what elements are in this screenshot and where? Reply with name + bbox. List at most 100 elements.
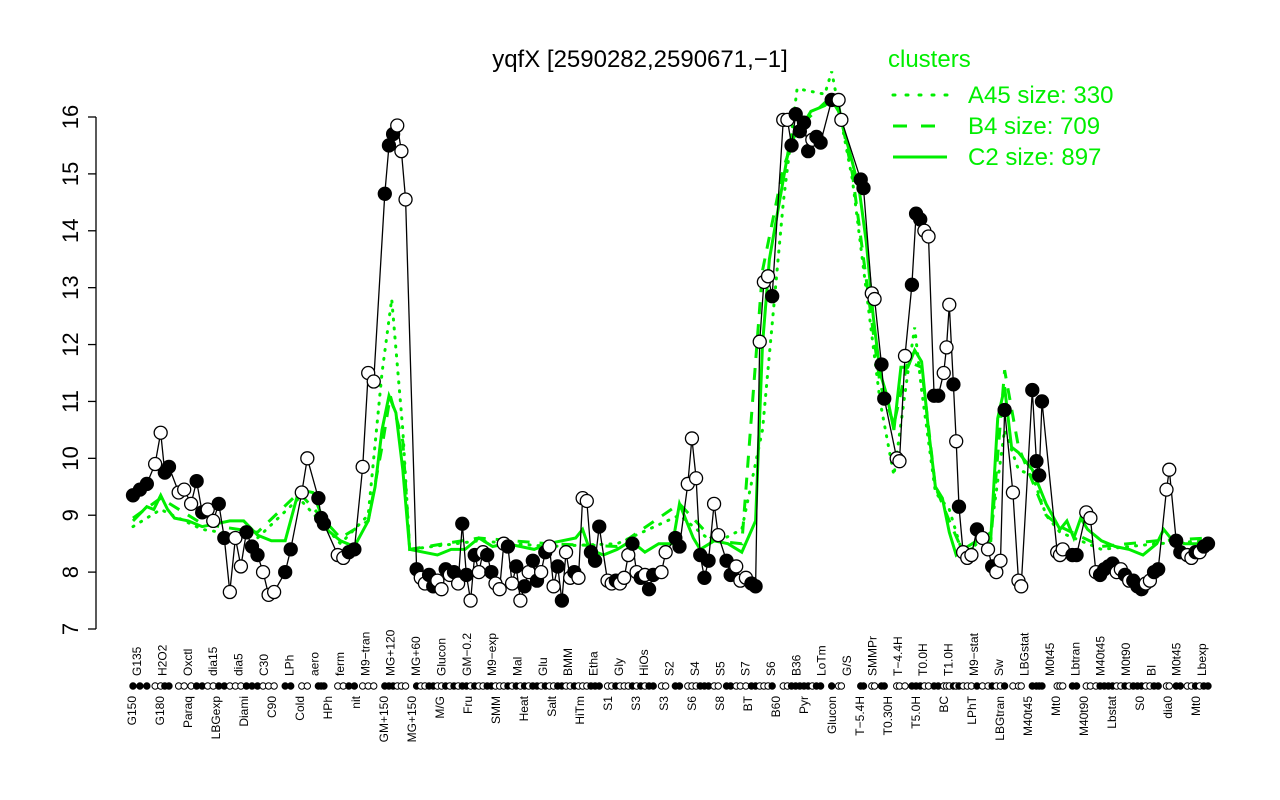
data-point [471,564,487,580]
data-point [366,374,381,389]
data-point [641,582,657,597]
legend-title: clusters [888,46,971,73]
condition-label: Heat [517,695,531,721]
condition-label: dia5 [232,653,246,676]
condition-label: Mal [510,657,524,676]
data-point [571,570,586,585]
condition-label: G/S [840,655,854,676]
axis-marker [870,682,879,690]
data-point [355,459,370,475]
data-point [377,186,392,201]
axis-marker [320,682,328,690]
condition-label: G180 [153,696,167,726]
condition-label: Lbtran [1068,642,1082,676]
data-point [951,499,967,514]
data-point [525,553,540,568]
axis-marker [350,682,359,690]
data-point [542,539,557,554]
data-point [316,516,332,531]
condition-label: Paraq [181,696,195,728]
data-point [311,491,326,506]
condition-label: Lbexp [1195,643,1209,676]
data-point [684,431,700,446]
data-point [752,334,767,349]
condition-label: Etha [587,651,601,676]
data-point [1029,454,1044,469]
axis-marker [303,682,312,690]
condition-label: GM−0.2 [460,633,474,676]
condition-label: Gly [612,658,626,676]
data-point [222,584,237,600]
axis-marker [649,682,657,690]
data-point [1083,510,1098,526]
data-point [877,391,892,406]
condition-label: BC [937,696,951,713]
condition-label: S5 [713,661,727,676]
data-point [394,143,409,159]
axis-marker [129,682,137,690]
data-point [1151,562,1166,577]
data-point [874,357,889,372]
condition-label: T5.0H [909,696,923,729]
data-point [500,539,516,554]
data-point [654,564,669,580]
axis-marker [370,682,378,690]
condition-label: aero [308,652,322,676]
data-point [1069,547,1084,563]
data-point [813,135,828,150]
condition-label: Mt0 [1189,696,1203,716]
condition-label: G135 [130,646,144,676]
axis-marker [1072,682,1081,690]
data-point [533,564,549,580]
data-point [993,553,1008,568]
condition-label: Mt0 [1049,696,1063,716]
data-point [139,476,154,492]
condition-label: T1.0H [941,643,955,676]
data-point [504,576,520,591]
condition-label: dia15 [206,646,220,676]
cluster-line-dashed [132,101,1209,555]
condition-label: LPhT [965,695,979,724]
condition-label: LoTm [815,645,829,676]
data-point [1025,382,1040,398]
condition-labels-bottom: G150 G180 Paraq LBGexp Diami C90 Cold HPh nit GM+… [125,695,1203,742]
axis-marker [901,682,909,690]
axis-marker [1038,682,1046,690]
data-point [228,530,243,546]
condition-label: M40t45 [1021,696,1035,736]
data-point [592,519,607,534]
data-point [658,545,673,560]
condition-label: S1 [601,696,615,711]
condition-label: T0.30H [881,696,895,735]
y-tick-label: 15 [58,162,83,186]
condition-label: S8 [713,696,727,711]
data-point [949,434,964,449]
condition-label: C90 [265,696,279,718]
condition-label: M0t90 [1119,642,1133,676]
data-point [183,496,199,511]
condition-label: Fru [461,696,475,714]
data-point [347,542,362,557]
legend-entry-c2: C2 size: 897 [968,144,1101,171]
data-point [1014,579,1029,594]
condition-label: Sw [992,659,1006,676]
data-point [1034,394,1050,409]
condition-label: G150 [125,696,139,726]
data-point [946,377,961,392]
condition-label: Salt [545,695,559,716]
data-point [233,559,249,574]
data-point [701,553,716,568]
condition-label: MG+120 [384,629,398,676]
condition-label: Glucon [434,638,448,676]
data-point [398,192,413,207]
data-point [266,584,282,600]
data-point [250,547,265,563]
data-point [936,365,951,381]
condition-label: M/G [433,696,447,719]
data-point [1005,485,1021,500]
condition-label: BI [1144,665,1158,676]
condition-label: S2 [663,661,677,676]
legend: clusters A45 size: 330 B4 size: 709 C2 s… [888,46,1113,171]
condition-label: LBGexp [209,696,223,740]
y-tick-label: 13 [58,275,83,299]
